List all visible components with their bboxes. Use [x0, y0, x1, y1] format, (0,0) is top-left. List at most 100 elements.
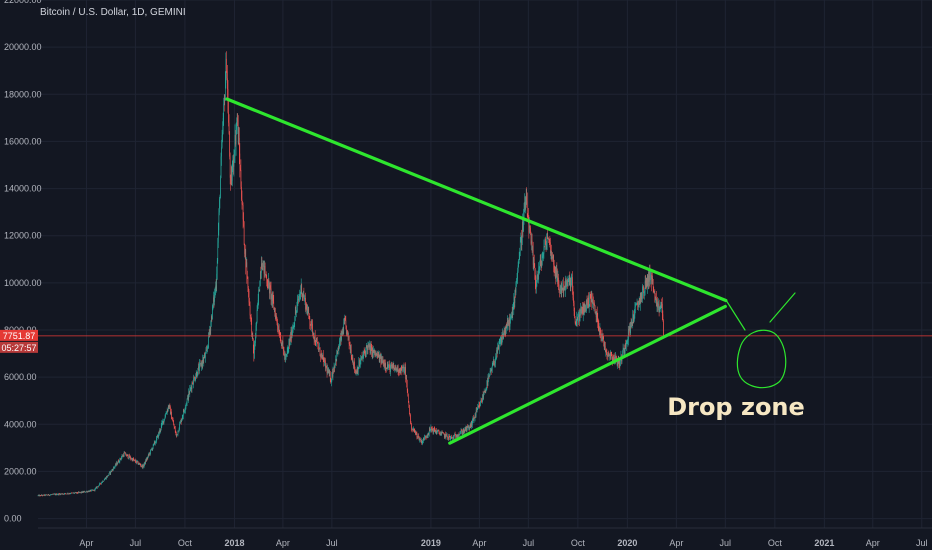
candle-body: [315, 343, 317, 346]
candle-body: [519, 255, 521, 260]
candle-body: [117, 463, 118, 465]
candle-body: [580, 308, 582, 313]
candle-body: [249, 302, 250, 306]
candle-body: [237, 120, 239, 144]
candle-body: [375, 353, 376, 356]
candle-body: [107, 475, 108, 478]
candle-body: [372, 347, 374, 354]
candle-body: [139, 463, 141, 465]
candle-body: [392, 365, 394, 368]
candle-body: [570, 279, 572, 289]
candle-body: [521, 236, 523, 243]
candle-body: [378, 356, 380, 362]
candle-body: [511, 312, 512, 316]
candle-body: [587, 304, 588, 309]
candle-body: [352, 357, 353, 360]
candle-body: [65, 493, 67, 495]
candle-body: [279, 336, 281, 338]
candle-body: [418, 435, 419, 437]
candle-body: [299, 294, 300, 299]
candle-body: [278, 329, 280, 336]
candle-body: [369, 344, 370, 348]
candle-body: [596, 312, 598, 318]
candle-body: [377, 353, 378, 358]
candle-body: [316, 339, 318, 342]
candle-body: [132, 458, 134, 461]
candle-body: [51, 494, 52, 496]
candle-body: [511, 312, 513, 317]
candle-body: [310, 324, 312, 326]
candle-body: [545, 239, 546, 245]
candle-body: [439, 432, 440, 434]
candle-body: [616, 360, 618, 365]
candle-body: [106, 476, 108, 478]
candle-body: [187, 395, 189, 400]
candle-body: [553, 255, 554, 265]
candle-body: [243, 221, 245, 245]
candle-body: [539, 266, 540, 269]
candle-body: [65, 493, 66, 494]
candle-body: [41, 494, 43, 496]
candle-body: [137, 461, 138, 463]
candle-body: [289, 337, 291, 345]
candle-body: [170, 407, 171, 415]
candle-body: [55, 493, 57, 495]
candle-body: [125, 452, 127, 456]
candle-body: [629, 326, 631, 334]
candle-body: [262, 267, 263, 271]
candle-body: [293, 324, 295, 326]
candle-body: [573, 302, 575, 312]
candle-body: [150, 449, 151, 454]
candle-body: [395, 366, 397, 371]
candle-body: [144, 462, 146, 464]
candle-body: [242, 204, 244, 220]
candle-body: [255, 337, 256, 343]
candle-body: [645, 279, 647, 284]
candle-body: [443, 433, 445, 434]
candle-body: [598, 326, 600, 328]
x-tick-label: Jul: [916, 538, 928, 548]
candle-body: [522, 221, 524, 232]
candle-body: [587, 297, 589, 309]
candle-body: [540, 259, 542, 262]
candle-body: [518, 259, 519, 266]
candle-body: [368, 344, 370, 348]
candle-body: [94, 488, 96, 491]
candle-body: [596, 312, 597, 318]
candle-body: [194, 379, 196, 381]
candle-body: [298, 298, 299, 300]
last-price-tag-bg: [0, 329, 38, 341]
candle-body: [150, 449, 152, 451]
candle-body: [331, 379, 332, 383]
candle-body: [98, 485, 100, 487]
candle-body: [222, 117, 224, 133]
candle-body: [491, 369, 493, 371]
candle-body: [464, 427, 466, 432]
candle-body: [544, 246, 545, 247]
candle-body: [68, 493, 69, 495]
candle-body: [336, 352, 338, 362]
candle-body: [318, 346, 319, 350]
candle-body: [180, 420, 182, 422]
candle-body: [206, 350, 207, 352]
candle-body: [95, 488, 96, 489]
candle-body: [277, 326, 279, 330]
candle-body: [267, 285, 269, 288]
candle-body: [506, 326, 508, 329]
candle-body: [317, 341, 318, 344]
candle-body: [350, 349, 352, 357]
candle-body: [569, 278, 571, 282]
candle-body: [612, 357, 614, 361]
candle-body: [103, 480, 104, 482]
candle-body: [284, 353, 286, 360]
candle-body: [308, 308, 310, 314]
candle-body: [335, 358, 336, 364]
candle-body: [586, 299, 588, 305]
candle-body: [72, 492, 73, 494]
candle-body: [448, 436, 449, 439]
candle-body: [606, 350, 607, 352]
candle-body: [476, 408, 478, 411]
candle-body: [216, 261, 218, 274]
candle-body: [325, 366, 327, 368]
